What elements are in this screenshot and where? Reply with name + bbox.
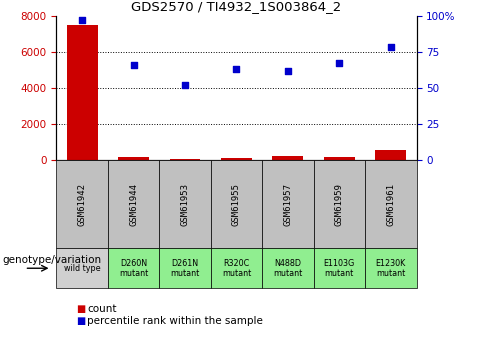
Text: E1103G
mutant: E1103G mutant bbox=[324, 258, 355, 278]
Text: GSM61959: GSM61959 bbox=[335, 183, 344, 226]
Bar bbox=[118, 157, 149, 160]
Text: GSM61957: GSM61957 bbox=[283, 183, 293, 226]
Point bbox=[181, 82, 189, 88]
Text: GSM61955: GSM61955 bbox=[232, 183, 241, 226]
Bar bbox=[221, 158, 252, 160]
Text: GSM61953: GSM61953 bbox=[180, 183, 190, 226]
Point bbox=[129, 62, 137, 68]
Point bbox=[335, 61, 343, 66]
Point bbox=[284, 68, 292, 73]
Text: count: count bbox=[87, 305, 117, 314]
Text: genotype/variation: genotype/variation bbox=[2, 255, 101, 265]
Text: R320C
mutant: R320C mutant bbox=[222, 258, 251, 278]
Text: GSM61942: GSM61942 bbox=[77, 183, 87, 226]
Bar bbox=[67, 24, 98, 160]
Text: ■: ■ bbox=[76, 316, 85, 326]
Text: E1230K
mutant: E1230K mutant bbox=[376, 258, 406, 278]
Text: wild type: wild type bbox=[64, 264, 100, 273]
Text: GSM61944: GSM61944 bbox=[129, 183, 138, 226]
Bar bbox=[324, 157, 355, 160]
Text: D261N
mutant: D261N mutant bbox=[171, 258, 199, 278]
Text: ■: ■ bbox=[76, 305, 85, 314]
Text: GSM61961: GSM61961 bbox=[386, 183, 395, 226]
Bar bbox=[375, 149, 406, 160]
Bar bbox=[170, 159, 200, 160]
Bar bbox=[272, 156, 303, 160]
Text: percentile rank within the sample: percentile rank within the sample bbox=[87, 316, 263, 326]
Text: N488D
mutant: N488D mutant bbox=[273, 258, 302, 278]
Title: GDS2570 / TI4932_1S003864_2: GDS2570 / TI4932_1S003864_2 bbox=[131, 0, 342, 13]
Text: D260N
mutant: D260N mutant bbox=[119, 258, 148, 278]
Point bbox=[387, 45, 395, 50]
Point bbox=[233, 66, 241, 72]
Point bbox=[78, 17, 86, 23]
